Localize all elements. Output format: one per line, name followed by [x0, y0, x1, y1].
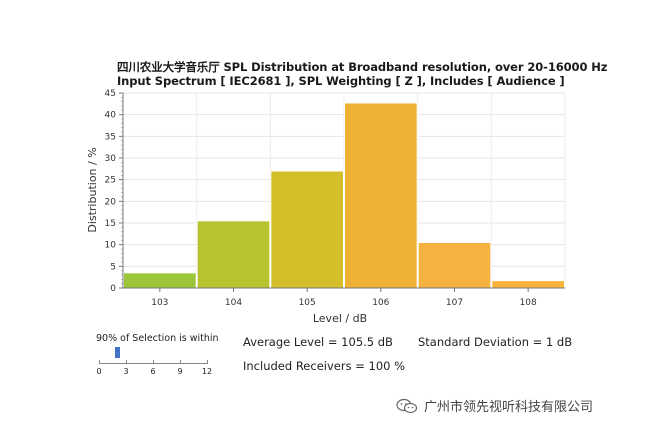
bars [123, 102, 566, 289]
bar-105 [270, 170, 345, 289]
slider-thumb[interactable] [114, 347, 120, 358]
slider-tick-label: 9 [177, 367, 183, 376]
slider-tick [207, 360, 208, 364]
y-tick-label: 30 [105, 154, 117, 164]
slider-tick-label: 6 [150, 367, 156, 376]
slider-tick [126, 360, 127, 364]
included-receivers: Included Receivers = 100 % [243, 359, 406, 373]
y-tick-label: 5 [110, 262, 116, 272]
slider-tick [153, 360, 154, 364]
x-tick-label: 105 [299, 298, 316, 308]
standard-deviation: Standard Deviation = 1 dB [418, 335, 573, 349]
bar-104 [196, 220, 271, 289]
x-tick-label: 107 [446, 298, 463, 308]
bar-108 [491, 280, 566, 289]
y-tick-label: 20 [105, 197, 117, 207]
slider-tick [180, 360, 181, 364]
slider-tick-label: 12 [201, 367, 213, 376]
y-tick-label: 0 [110, 284, 116, 294]
y-tick-label: 40 [105, 111, 117, 121]
axes: 0 5 10 15 20 25 30 35 40 45 103 104 105 106 107 108 [105, 89, 565, 308]
selection-title: 90% of Selection is within [96, 333, 219, 344]
slider-tick [99, 360, 100, 364]
x-tick-label: 108 [520, 298, 537, 308]
histogram-chart: 0 5 10 15 20 25 30 35 40 45 103 104 105 106 107 108 Lev… [86, 89, 566, 325]
y-tick-label: 25 [105, 176, 116, 186]
bar-107 [417, 242, 492, 289]
slider-tick-label: 3 [123, 367, 129, 376]
x-tick-label: 106 [372, 298, 389, 308]
x-tick-label: 104 [225, 298, 242, 308]
average-level: Average Level = 105.5 dB [243, 335, 393, 349]
x-axis-title: Level / dB [313, 312, 367, 325]
chart-title: 四川农业大学音乐厅 SPL Distribution at Broadband … [117, 60, 608, 74]
watermark-text: 广州市领先视听科技有限公司 [424, 400, 594, 415]
chart-subtitle: Input Spectrum [ IEC2681 ], SPL Weightin… [117, 74, 565, 88]
y-tick-label: 10 [105, 241, 117, 251]
watermark: 广州市领先视听科技有限公司 [396, 396, 593, 415]
slider-tick-label: 0 [96, 367, 102, 376]
y-tick-label: 35 [105, 132, 116, 142]
bar-106 [344, 102, 418, 289]
selection-slider[interactable]: 0 3 6 9 12 [96, 347, 213, 376]
wechat-icon [396, 398, 418, 413]
y-tick-label: 15 [105, 219, 116, 229]
y-tick-label: 45 [105, 89, 116, 99]
bar-103 [123, 272, 197, 289]
y-axis-title: Distribution / % [86, 147, 99, 232]
x-tick-label: 103 [151, 298, 168, 308]
